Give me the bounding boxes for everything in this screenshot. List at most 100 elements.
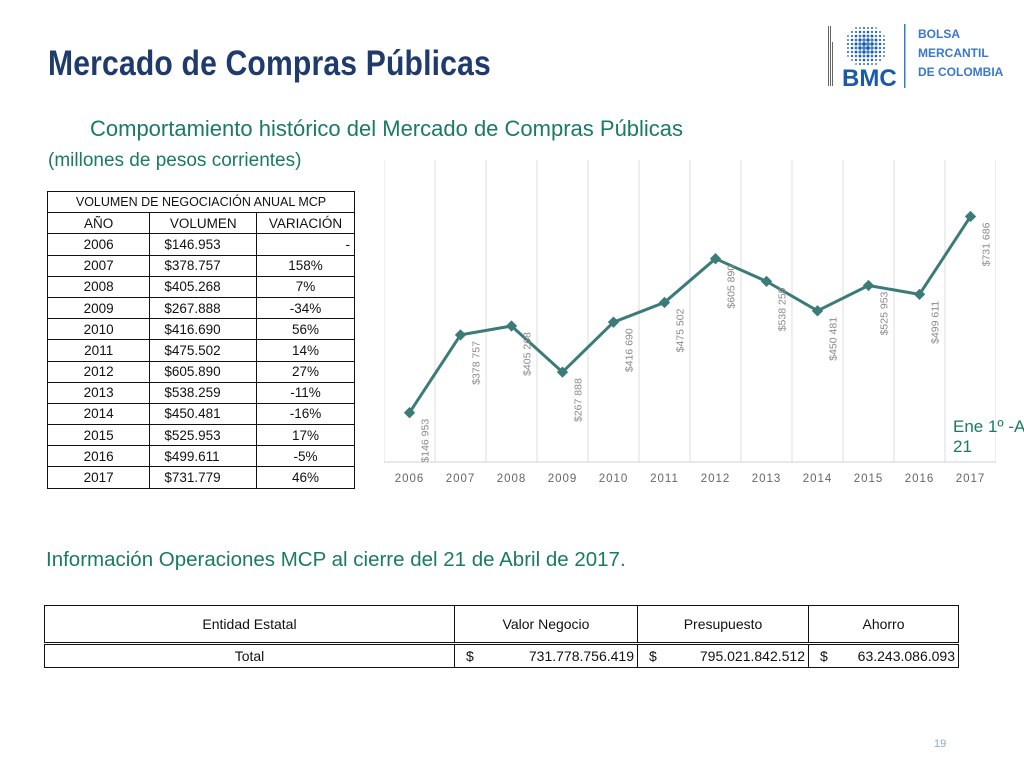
x-tick-label: 2011: [650, 473, 679, 485]
deal-value-cell: $731.778.756.419: [454, 643, 638, 668]
x-tick-label: 2012: [701, 473, 731, 485]
volume-cell: $605.890: [149, 360, 258, 383]
x-tick-label: 2007: [446, 473, 476, 485]
volume-cell: $267.888: [149, 296, 258, 320]
year-cell: 2007: [46, 254, 151, 277]
logo-abbreviation: BMC: [842, 65, 897, 92]
table-row: 2017 $731.779 46%: [46, 466, 355, 489]
budget-value: 795.021.842.512: [699, 648, 805, 664]
column-header-budget: Presupuesto: [637, 605, 809, 645]
series-line: [408, 215, 972, 414]
globe-icon: [846, 26, 886, 66]
logo-barcode-mark: [828, 26, 833, 86]
column-header-variation: VARIACIÓN: [256, 212, 355, 235]
column-header-savings: Ahorro: [808, 605, 959, 645]
currency-symbol: $: [466, 648, 474, 664]
year-cell: 2015: [46, 424, 151, 447]
logo-line-2: MERCANTIL: [918, 46, 989, 60]
table-row: 2008 $405.268 7%: [46, 275, 355, 298]
data-point: [913, 288, 926, 301]
table-caption: VOLUMEN DE NEGOCIACIÓN ANUAL MCP: [47, 190, 355, 214]
data-point: [607, 316, 620, 328]
variation-cell: 14%: [256, 339, 355, 362]
variation-cell: 56%: [256, 318, 355, 341]
logo-line-1: BOLSA: [918, 27, 960, 41]
data-label: $416 690: [624, 328, 636, 372]
table-row: 2014 $450.481 -16%: [46, 402, 355, 426]
volume-cell: $378.757: [149, 254, 258, 277]
note-line-1: Ene 1º -A: [953, 417, 1024, 436]
year-cell: 2006: [46, 233, 151, 256]
volume-cell: $499.611: [149, 445, 258, 468]
variation-cell: 7%: [256, 275, 355, 298]
variation-cell: -5%: [256, 445, 355, 468]
variation-cell: 27%: [256, 360, 355, 383]
data-point: [862, 279, 875, 292]
table-row: 2015 $525.953 17%: [46, 424, 355, 447]
x-tick-label: 2013: [752, 473, 782, 485]
volume-cell: $416.690: [149, 318, 258, 341]
year-cell: 2013: [46, 381, 151, 404]
data-label: $267 888: [573, 378, 585, 422]
year-cell: 2017: [46, 466, 151, 489]
operations-heading: Información Operaciones MCP al cierre de…: [46, 548, 626, 571]
x-tick-label: 2015: [854, 473, 884, 485]
chart-period-note: Ene 1º -A 21: [953, 417, 1024, 457]
table-row: Total $731.778.756.419 $795.021.842.512 …: [44, 643, 959, 668]
year-cell: 2016: [46, 445, 151, 468]
column-header-deal-value: Valor Negocio: [454, 605, 638, 645]
table-row: 2012 $605.890 27%: [46, 360, 355, 383]
x-tick-label: 2006: [395, 473, 425, 485]
year-cell: 2010: [46, 318, 151, 341]
data-label: $475 502: [675, 308, 687, 352]
column-header-year: AÑO: [46, 212, 151, 235]
table-row: 2011 $475.502 14%: [46, 339, 355, 362]
annual-volume-table: VOLUMEN DE NEGOCIACIÓN ANUAL MCP AÑO VOL…: [46, 190, 355, 489]
variation-cell: -16%: [256, 402, 355, 426]
deal-value: 731.778.756.419: [528, 648, 634, 664]
budget-cell: $795.021.842.512: [637, 643, 809, 668]
volume-cell: $475.502: [149, 339, 258, 362]
volume-cell: $146.953: [149, 233, 258, 256]
table-row: 2010 $416.690 56%: [46, 318, 355, 341]
variation-cell: 17%: [256, 424, 355, 447]
entity-cell: Total: [44, 643, 455, 668]
table-row: 2013 $538.259 -11%: [46, 381, 355, 404]
variation-cell: 158%: [256, 254, 355, 277]
logo-divider: [904, 24, 906, 88]
volume-cell: $538.259: [149, 381, 258, 404]
data-label: $378 757: [471, 341, 483, 385]
data-point: [556, 366, 569, 378]
volume-cell: $731.779: [149, 466, 258, 489]
data-label: $499 611: [930, 301, 942, 344]
x-tick-label: 2017: [956, 473, 986, 485]
variation-cell: 46%: [256, 466, 355, 489]
table-row: 2006 $146.953-: [46, 233, 355, 256]
savings-value: 63.243.086.093: [857, 648, 955, 664]
data-label: $605 890: [726, 265, 738, 309]
data-label: $405 268: [522, 332, 534, 376]
data-point: [454, 329, 467, 341]
data-label: $525 953: [879, 291, 891, 335]
year-cell: 2009: [46, 296, 151, 320]
year-cell: 2008: [46, 275, 151, 298]
savings-cell: $63.243.086.093: [808, 643, 959, 668]
currency-symbol: $: [649, 648, 657, 664]
table-row: 2016 $499.611 -5%: [46, 445, 355, 468]
data-label: $731 686: [981, 222, 993, 266]
volume-cell: $450.481: [149, 402, 258, 426]
year-cell: 2012: [46, 360, 151, 383]
table-row: 2007 $378.757 158%: [46, 254, 355, 277]
data-point: [403, 407, 416, 419]
variation-cell: -11%: [256, 381, 355, 404]
variation-cell: -34%: [256, 296, 355, 320]
units-label: (millones de pesos corrientes): [48, 150, 302, 171]
variation-cell: -: [256, 233, 355, 256]
data-label: $146 953: [420, 419, 432, 463]
data-point: [658, 296, 671, 309]
x-tick-label: 2016: [905, 473, 935, 485]
x-tick-label: 2014: [803, 473, 833, 485]
page-number: 19: [934, 738, 947, 750]
x-tick-label: 2008: [497, 473, 527, 485]
currency-symbol: $: [820, 648, 828, 664]
